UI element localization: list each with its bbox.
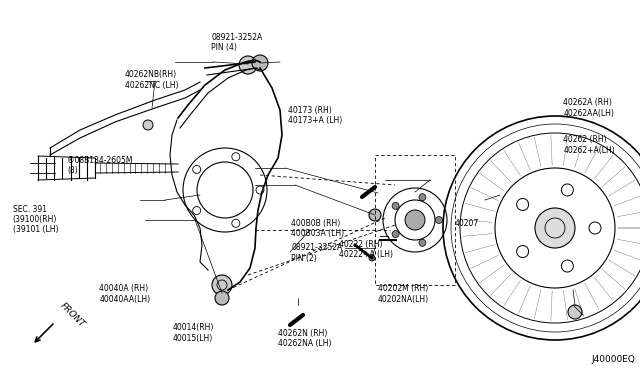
Text: 40173 (RH)
40173+A (LH): 40173 (RH) 40173+A (LH) <box>288 106 342 125</box>
Text: 40222 (RH)
40222+A (LH): 40222 (RH) 40222+A (LH) <box>339 240 393 259</box>
Text: 40262N (RH)
40262NA (LH): 40262N (RH) 40262NA (LH) <box>278 329 332 348</box>
Text: 40014(RH)
40015(LH): 40014(RH) 40015(LH) <box>173 323 214 343</box>
Circle shape <box>589 222 601 234</box>
Circle shape <box>239 56 257 74</box>
Circle shape <box>193 206 201 215</box>
Text: 40207: 40207 <box>454 219 479 228</box>
Circle shape <box>435 217 442 224</box>
Text: 08921-3252A
PIN (2): 08921-3252A PIN (2) <box>291 243 342 263</box>
Text: SEC. 391
(39100(RH)
(39101 (LH): SEC. 391 (39100(RH) (39101 (LH) <box>13 205 58 234</box>
Circle shape <box>392 202 399 209</box>
Circle shape <box>215 291 229 305</box>
Circle shape <box>369 255 375 261</box>
Circle shape <box>212 275 232 295</box>
Circle shape <box>405 210 425 230</box>
Text: 400B0B (RH)
400B03A (LH): 400B0B (RH) 400B03A (LH) <box>291 219 344 238</box>
Text: 40262 (RH)
40262+A(LH): 40262 (RH) 40262+A(LH) <box>563 135 615 155</box>
Circle shape <box>252 55 268 71</box>
Circle shape <box>419 239 426 246</box>
Circle shape <box>392 231 399 238</box>
Circle shape <box>232 153 240 161</box>
Circle shape <box>232 219 240 227</box>
Text: 40040A (RH)
40040AA(LH): 40040A (RH) 40040AA(LH) <box>99 284 150 304</box>
Circle shape <box>256 186 264 194</box>
Text: 40262NB(RH)
40262NC (LH): 40262NB(RH) 40262NC (LH) <box>125 70 179 90</box>
Text: J40000EQ: J40000EQ <box>591 355 635 364</box>
Circle shape <box>369 209 381 221</box>
Circle shape <box>193 166 201 173</box>
Circle shape <box>561 184 573 196</box>
Text: 40262A (RH)
40262AA(LH): 40262A (RH) 40262AA(LH) <box>563 98 614 118</box>
Circle shape <box>516 246 529 257</box>
Circle shape <box>419 194 426 201</box>
Circle shape <box>568 305 582 319</box>
Circle shape <box>561 260 573 272</box>
Circle shape <box>535 208 575 248</box>
Text: ®08B134-2605M
(8): ®08B134-2605M (8) <box>67 156 132 175</box>
Text: 08921-3252A
PIN (4): 08921-3252A PIN (4) <box>211 33 262 52</box>
Circle shape <box>516 199 529 211</box>
Text: 40202M (RH)
40202NA(LH): 40202M (RH) 40202NA(LH) <box>378 284 429 304</box>
Text: FRONT: FRONT <box>58 301 86 329</box>
Circle shape <box>143 120 153 130</box>
